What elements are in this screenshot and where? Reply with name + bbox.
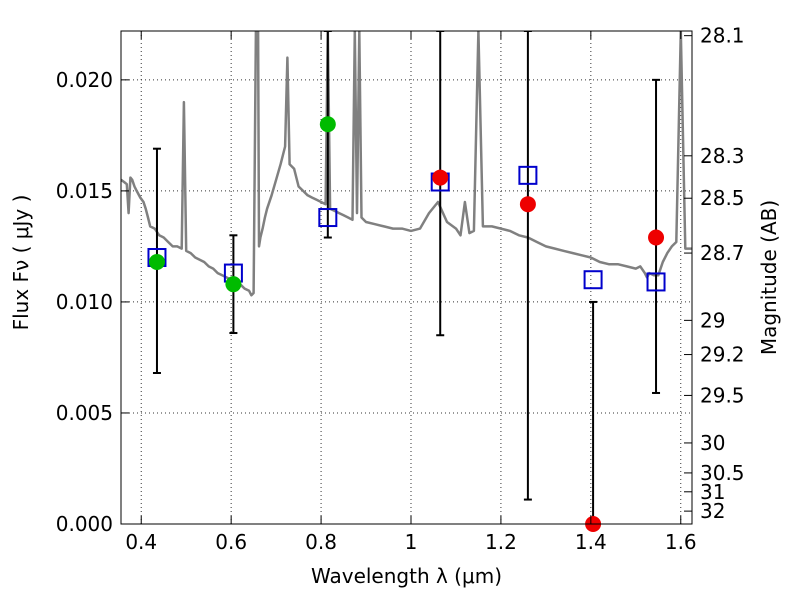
spectrum-line	[121, 31, 692, 297]
right-tick-label: 28.3	[700, 144, 745, 168]
right-tick-label: 28.5	[700, 186, 745, 210]
data-point-circle	[319, 116, 336, 133]
x-axis-title: Wavelength λ (μm)	[311, 564, 502, 588]
right-tick-label: 31	[700, 480, 725, 504]
x-tick-label: 1.2	[485, 530, 517, 554]
x-axis-ticks: 0.4 0.6 0.8 1 1.2 1.4 1.6	[125, 31, 697, 554]
right-tick-label: 30	[700, 431, 725, 455]
y-tick-label: 0.000	[56, 512, 113, 536]
y-tick-label: 0.020	[56, 68, 113, 92]
y-tick-label: 0.015	[56, 179, 113, 203]
data-point-circle	[648, 229, 665, 246]
x-tick-label: 0.4	[125, 530, 157, 554]
measured-circles	[148, 116, 665, 532]
y-tick-label: 0.010	[56, 290, 113, 314]
data-point-circle	[225, 276, 242, 293]
y-tick-label: 0.005	[56, 401, 113, 425]
x-tick-label: 0.6	[215, 530, 247, 554]
right-axis-title: Magnitude (AB)	[757, 200, 781, 355]
plot-frame	[120, 30, 693, 525]
right-tick-label: 32	[700, 499, 725, 523]
right-tick-label: 28.1	[700, 24, 745, 48]
x-tick-label: 1.6	[665, 530, 697, 554]
x-tick-label: 1	[405, 530, 418, 554]
right-tick-label: 29.5	[700, 383, 745, 407]
data-point-circle	[432, 169, 449, 186]
right-tick-label: 30.5	[700, 461, 745, 485]
x-tick-label: 0.8	[305, 530, 337, 554]
data-point-circle	[148, 253, 165, 270]
grid	[121, 31, 692, 525]
x-tick-label: 1.4	[575, 530, 607, 554]
model-square	[646, 272, 666, 292]
right-tick-label: 29.2	[700, 343, 745, 367]
data-point-circle	[519, 196, 536, 213]
right-tick-label: 28.7	[700, 241, 745, 265]
right-tick-label: 29	[700, 308, 725, 332]
y-axis-title: Flux Fν ( μJy )	[9, 195, 33, 331]
spectrum-series	[121, 31, 692, 297]
model-square	[518, 165, 538, 185]
y-axis-ticks: 0.000 0.005 0.010 0.015 0.020	[56, 68, 129, 536]
model-square	[318, 208, 338, 228]
model-square	[583, 270, 603, 290]
